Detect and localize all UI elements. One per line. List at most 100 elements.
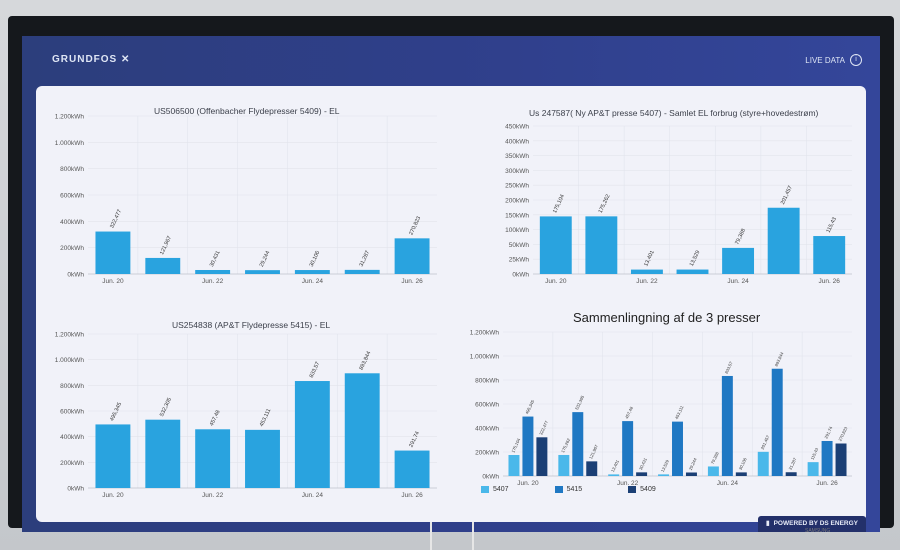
bar <box>658 474 670 476</box>
bar <box>394 238 430 274</box>
bar <box>608 474 620 476</box>
top-bar: GRUNDFOS ✕ LIVE DATA i <box>22 36 880 86</box>
x-tick-label: Jun. 24 <box>302 492 324 499</box>
bar <box>539 216 572 274</box>
data-label: 495,345 <box>524 399 535 415</box>
x-tick-label: Jun. 20 <box>545 278 567 285</box>
legend-item-5409[interactable]: 5409 <box>628 486 656 493</box>
bar <box>835 443 847 476</box>
y-tick-label: 50kWh <box>509 242 530 249</box>
legend-label: 5409 <box>640 486 656 493</box>
data-label: 30,106 <box>738 456 748 470</box>
x-tick-label: Jun. 20 <box>517 480 539 487</box>
y-tick-label: 150kWh <box>505 212 529 219</box>
data-label: 121,967 <box>588 443 599 459</box>
y-tick-label: 0kWh <box>512 272 529 279</box>
bar <box>558 454 570 476</box>
data-label: 13,401 <box>643 250 656 268</box>
y-tick-label: 1.200kWh <box>55 114 85 121</box>
bar <box>722 247 755 274</box>
data-label: 13,401 <box>610 458 620 472</box>
bar <box>672 421 683 476</box>
cable-stand <box>430 522 474 550</box>
chart-svg: 0kWh 25kWh 50kWh 100kWh 150kWh 200kWh 250kWh 30… <box>505 124 852 285</box>
chart-title: US506500 (Offenbacher Flydepresser 5409)… <box>154 106 340 116</box>
x-tick-label: Jun. 26 <box>819 278 841 285</box>
bar <box>807 462 819 476</box>
y-tick-label: 200kWh <box>60 460 84 467</box>
y-tick-label: 250kWh <box>505 183 529 190</box>
y-tick-label: 400kWh <box>60 219 84 226</box>
y-tick-label: 25kWh <box>509 257 530 264</box>
data-label: 270,823 <box>408 216 422 237</box>
x-tick-label: Jun. 20 <box>102 492 124 499</box>
data-label: 833,57 <box>309 361 322 379</box>
data-label: 29,244 <box>259 250 272 268</box>
data-label: 79,388 <box>710 451 720 465</box>
data-label: 457,48 <box>624 405 634 419</box>
chart-title: Us 247587( Ny AP&T presse 5407) - Samlet… <box>529 108 819 118</box>
legend-label: 5407 <box>493 486 509 493</box>
data-label: 175,262 <box>560 437 571 453</box>
chart-comparison: Sammenlingning af de 3 presser 0kWh 200kW… <box>451 306 866 506</box>
x-tick-label: Jun. 24 <box>727 278 749 285</box>
bar <box>536 437 548 476</box>
data-label: 31,287 <box>359 250 372 268</box>
chart-5409: US506500 (Offenbacher Flydepresser 5409)… <box>36 86 451 292</box>
powered-by-footer: ▮ POWERED BY DS ENERGY <box>758 516 866 532</box>
data-label: 532,305 <box>159 397 173 418</box>
x-tick-label: Jun. 26 <box>816 480 838 487</box>
x-tick-label: Jun. 26 <box>401 278 423 285</box>
info-icon[interactable]: i <box>850 54 862 66</box>
data-label: 322,477 <box>538 419 549 435</box>
bar <box>508 454 520 476</box>
x-tick-label: Jun. 22 <box>202 492 224 499</box>
data-label: 13,529 <box>660 458 670 472</box>
bar <box>785 472 797 476</box>
bar <box>95 424 131 488</box>
bar <box>294 381 330 488</box>
chart-5407: Us 247587( Ny AP&T presse 5407) - Samlet… <box>451 86 866 292</box>
bar <box>707 466 719 476</box>
y-tick-label: 100kWh <box>505 227 529 234</box>
chart-title: Sammenlingning af de 3 presser <box>573 310 761 325</box>
data-label: 175,104 <box>510 437 521 453</box>
bar <box>344 269 380 274</box>
data-label: 457,48 <box>209 409 222 427</box>
data-label: 30,106 <box>309 250 322 268</box>
x-tick-label: Jun. 22 <box>202 278 224 285</box>
data-label: 893,844 <box>774 351 785 367</box>
data-label: 175,262 <box>598 194 612 215</box>
bar <box>522 416 534 476</box>
data-label: 495,345 <box>109 402 123 423</box>
data-label: 322,477 <box>109 209 123 230</box>
x-tick-label: Jun. 22 <box>617 480 639 487</box>
footer-label: POWERED BY DS ENERGY <box>773 520 858 527</box>
legend-item-5407[interactable]: 5407 <box>481 486 509 493</box>
logo-text: GRUNDFOS <box>52 54 118 65</box>
y-tick-label: 0kWh <box>482 474 499 481</box>
bar <box>813 236 846 274</box>
legend-item-5415[interactable]: 5415 <box>554 486 582 493</box>
chart-svg: 0kWh 200kWh 400kWh 600kWh 800kWh 1.000kWh 1.20… <box>55 114 437 285</box>
bar <box>757 451 769 476</box>
data-label: 175,104 <box>552 194 566 215</box>
bar <box>572 412 584 476</box>
y-tick-label: 200kWh <box>60 245 84 252</box>
tv-bezel: GRUNDFOS ✕ LIVE DATA i US506500 (Offenbac… <box>8 16 894 534</box>
bar-chart-icon: ▮ <box>766 520 770 527</box>
data-label: 532,305 <box>574 394 585 410</box>
y-tick-label: 400kWh <box>505 138 529 145</box>
data-label: 13,529 <box>689 250 702 268</box>
y-tick-label: 1.200kWh <box>55 332 85 339</box>
x-tick-label: Jun. 20 <box>102 278 124 285</box>
y-tick-label: 1.000kWh <box>55 140 85 147</box>
legend-swatch <box>481 486 489 493</box>
y-tick-label: 350kWh <box>505 153 529 160</box>
bar <box>245 270 280 274</box>
bar <box>685 472 697 476</box>
data-label: 31,287 <box>788 456 798 470</box>
data-label: 30,431 <box>638 456 648 470</box>
live-data-indicator[interactable]: LIVE DATA i <box>805 54 862 66</box>
bar <box>195 429 231 488</box>
